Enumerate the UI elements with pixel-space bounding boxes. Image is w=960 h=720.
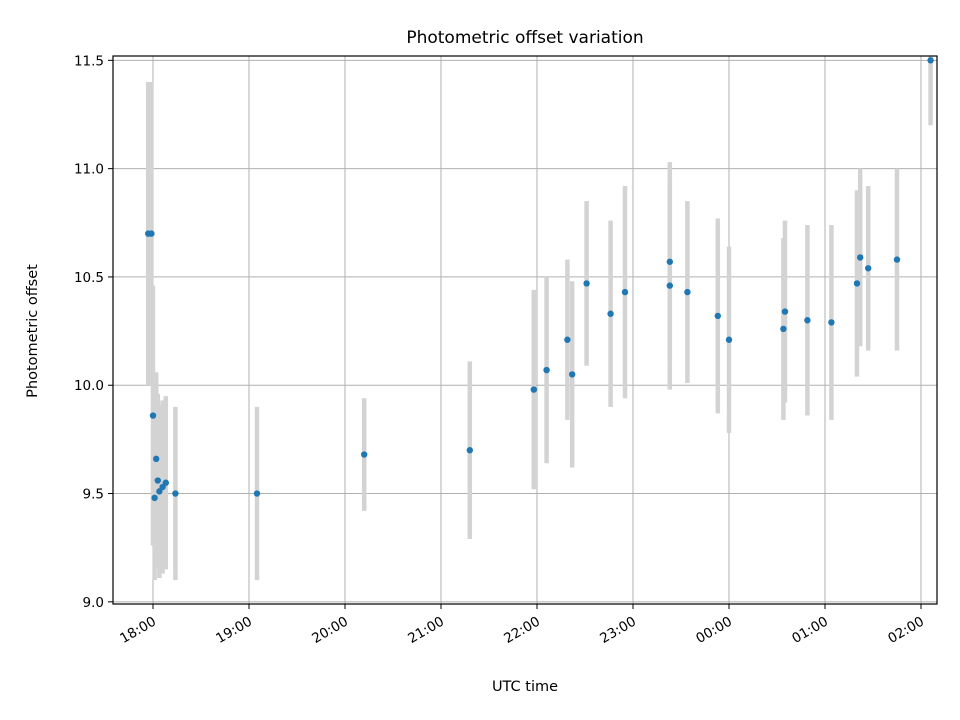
y-tick-label: 9.5 bbox=[83, 487, 104, 503]
data-point bbox=[725, 336, 733, 343]
y-axis-label: Photometric offset bbox=[25, 264, 41, 398]
data-point bbox=[857, 254, 864, 261]
data-point bbox=[781, 308, 789, 315]
data-point bbox=[361, 451, 368, 458]
data-point bbox=[530, 386, 537, 393]
data-point bbox=[893, 256, 901, 263]
data-point bbox=[154, 477, 161, 484]
data-point bbox=[149, 412, 157, 419]
data-point bbox=[569, 371, 576, 378]
y-tick-label: 9.0 bbox=[83, 595, 104, 611]
y-tick-label: 11.0 bbox=[74, 162, 104, 178]
plot-frame bbox=[112, 55, 938, 605]
data-point bbox=[253, 490, 261, 497]
data-point bbox=[153, 455, 160, 463]
chart-title: Photometric offset variation bbox=[406, 28, 643, 48]
data-point bbox=[151, 494, 158, 502]
data-point bbox=[927, 57, 934, 64]
data-point bbox=[162, 479, 169, 486]
data-point bbox=[780, 325, 787, 333]
data-point bbox=[666, 282, 673, 289]
data-point bbox=[543, 366, 550, 374]
data-point bbox=[172, 490, 179, 497]
y-tick-label: 11.5 bbox=[74, 53, 104, 69]
data-point bbox=[804, 317, 811, 324]
y-tick-label: 10.5 bbox=[74, 270, 104, 286]
data-point bbox=[564, 336, 571, 343]
data-point bbox=[148, 230, 155, 237]
data-point bbox=[583, 280, 590, 287]
data-point bbox=[666, 258, 673, 265]
data-point bbox=[865, 265, 872, 272]
grid bbox=[113, 56, 937, 604]
y-tick-label: 10.0 bbox=[74, 378, 104, 394]
data-point bbox=[828, 319, 835, 326]
data-point bbox=[714, 312, 721, 320]
data-point bbox=[466, 447, 473, 454]
x-axis-label: UTC time bbox=[492, 679, 558, 695]
data-point bbox=[621, 288, 629, 296]
data-points bbox=[145, 57, 934, 502]
data-point bbox=[607, 310, 614, 317]
data-point bbox=[853, 280, 861, 287]
data-point bbox=[684, 288, 691, 296]
